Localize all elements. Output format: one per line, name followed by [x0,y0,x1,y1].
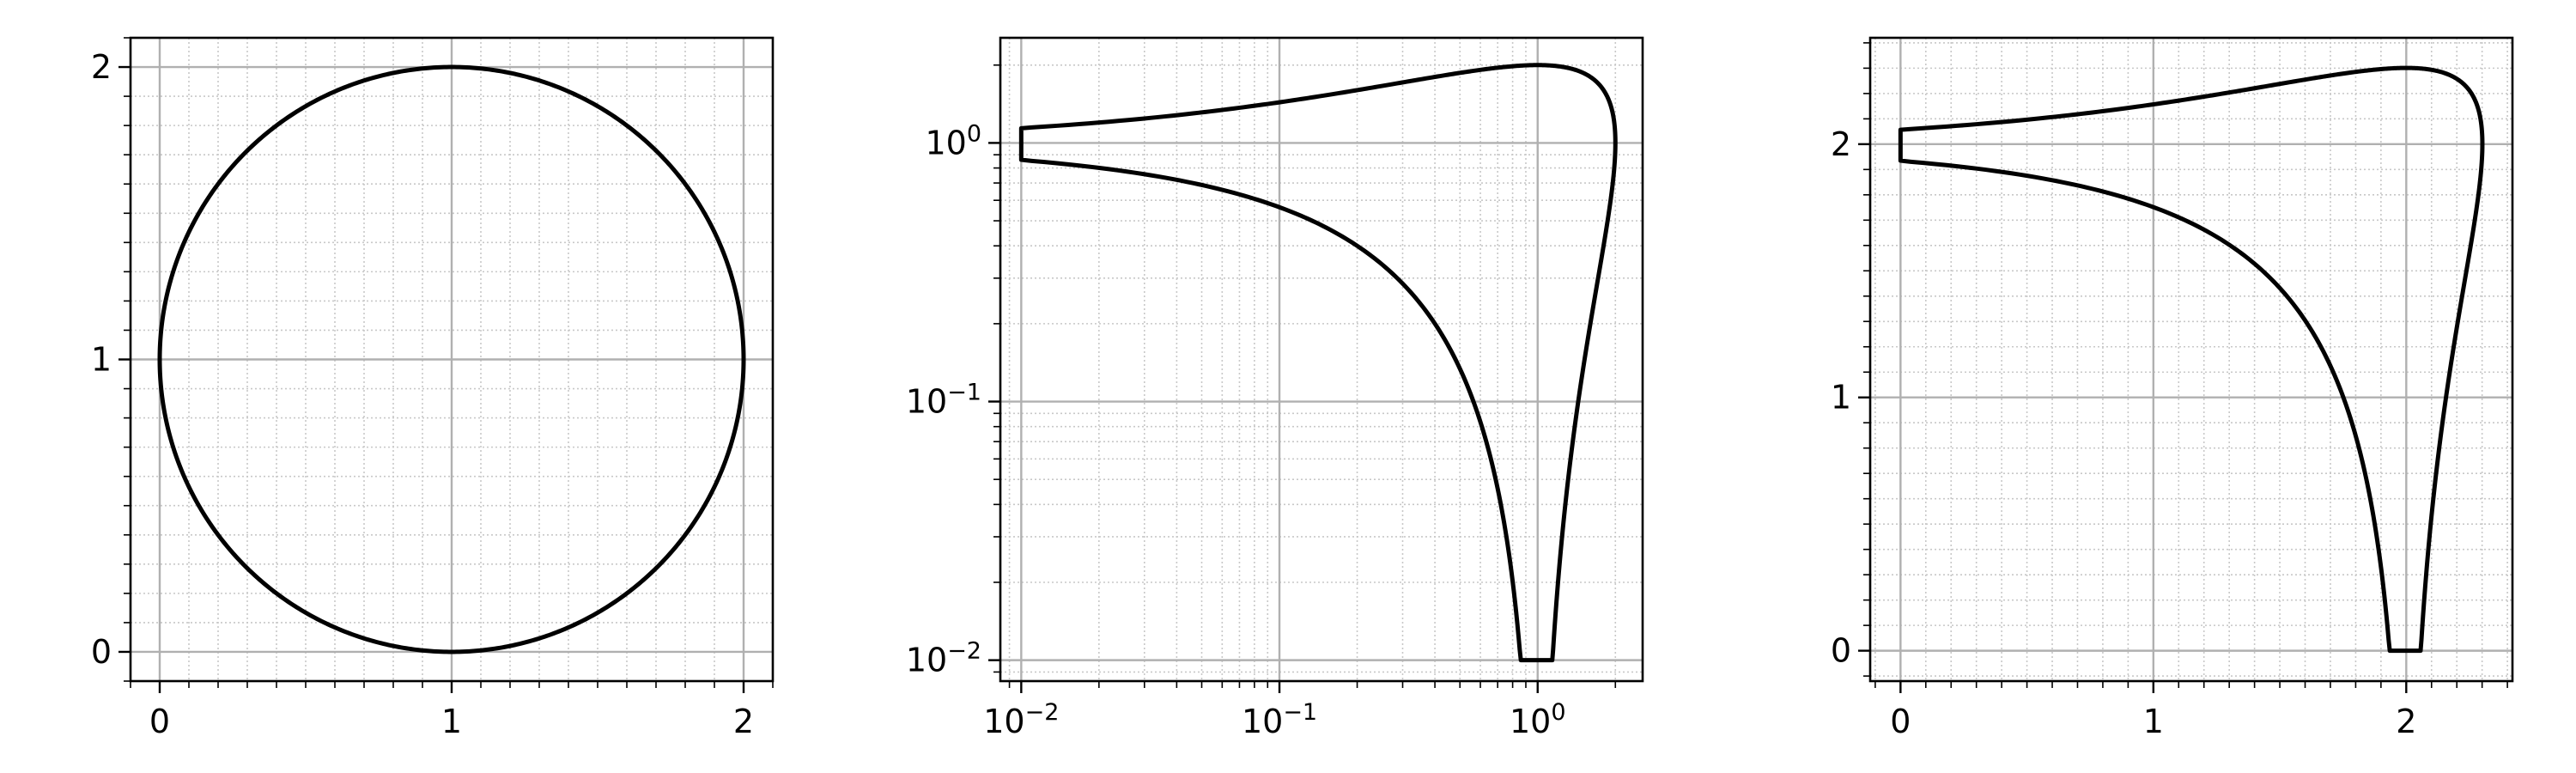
axes-frame [1868,36,2514,683]
major-ticks: 0 1 2 0 1 2 [91,48,754,740]
x-tick-label: 0 [149,703,170,740]
series-line [1018,63,1618,663]
y-tick-label: 2 [1831,125,1851,163]
series-line [157,64,746,654]
y-tick-label: 0 [1831,632,1851,670]
y-tick-label: 1 [1831,379,1851,417]
minor-ticks [1863,42,2508,688]
minor-ticks [993,64,1617,688]
x-tick-label: 2 [733,703,754,740]
axes-frame [999,36,1644,683]
x-tick-label: 1 [441,703,462,740]
y-tick-label: 0 [91,633,112,671]
x-tick-label: 10−2 [983,699,1059,740]
series-line [1898,65,2485,654]
subplot-3: 0 1 2 0 1 2 [1831,36,2514,740]
y-tick-label: 10−2 [906,638,981,679]
x-tick-label: 0 [1890,703,1911,740]
subplot-1: 0 1 2 0 1 2 [91,36,775,740]
y-tick-label: 2 [91,48,112,86]
x-tick-label: 2 [2396,703,2416,740]
major-ticks: 0 1 2 0 1 2 [1831,125,2417,740]
minor-ticks [124,37,774,688]
x-tick-label: 1 [2143,703,2164,740]
y-tick-label: 1 [91,341,112,379]
